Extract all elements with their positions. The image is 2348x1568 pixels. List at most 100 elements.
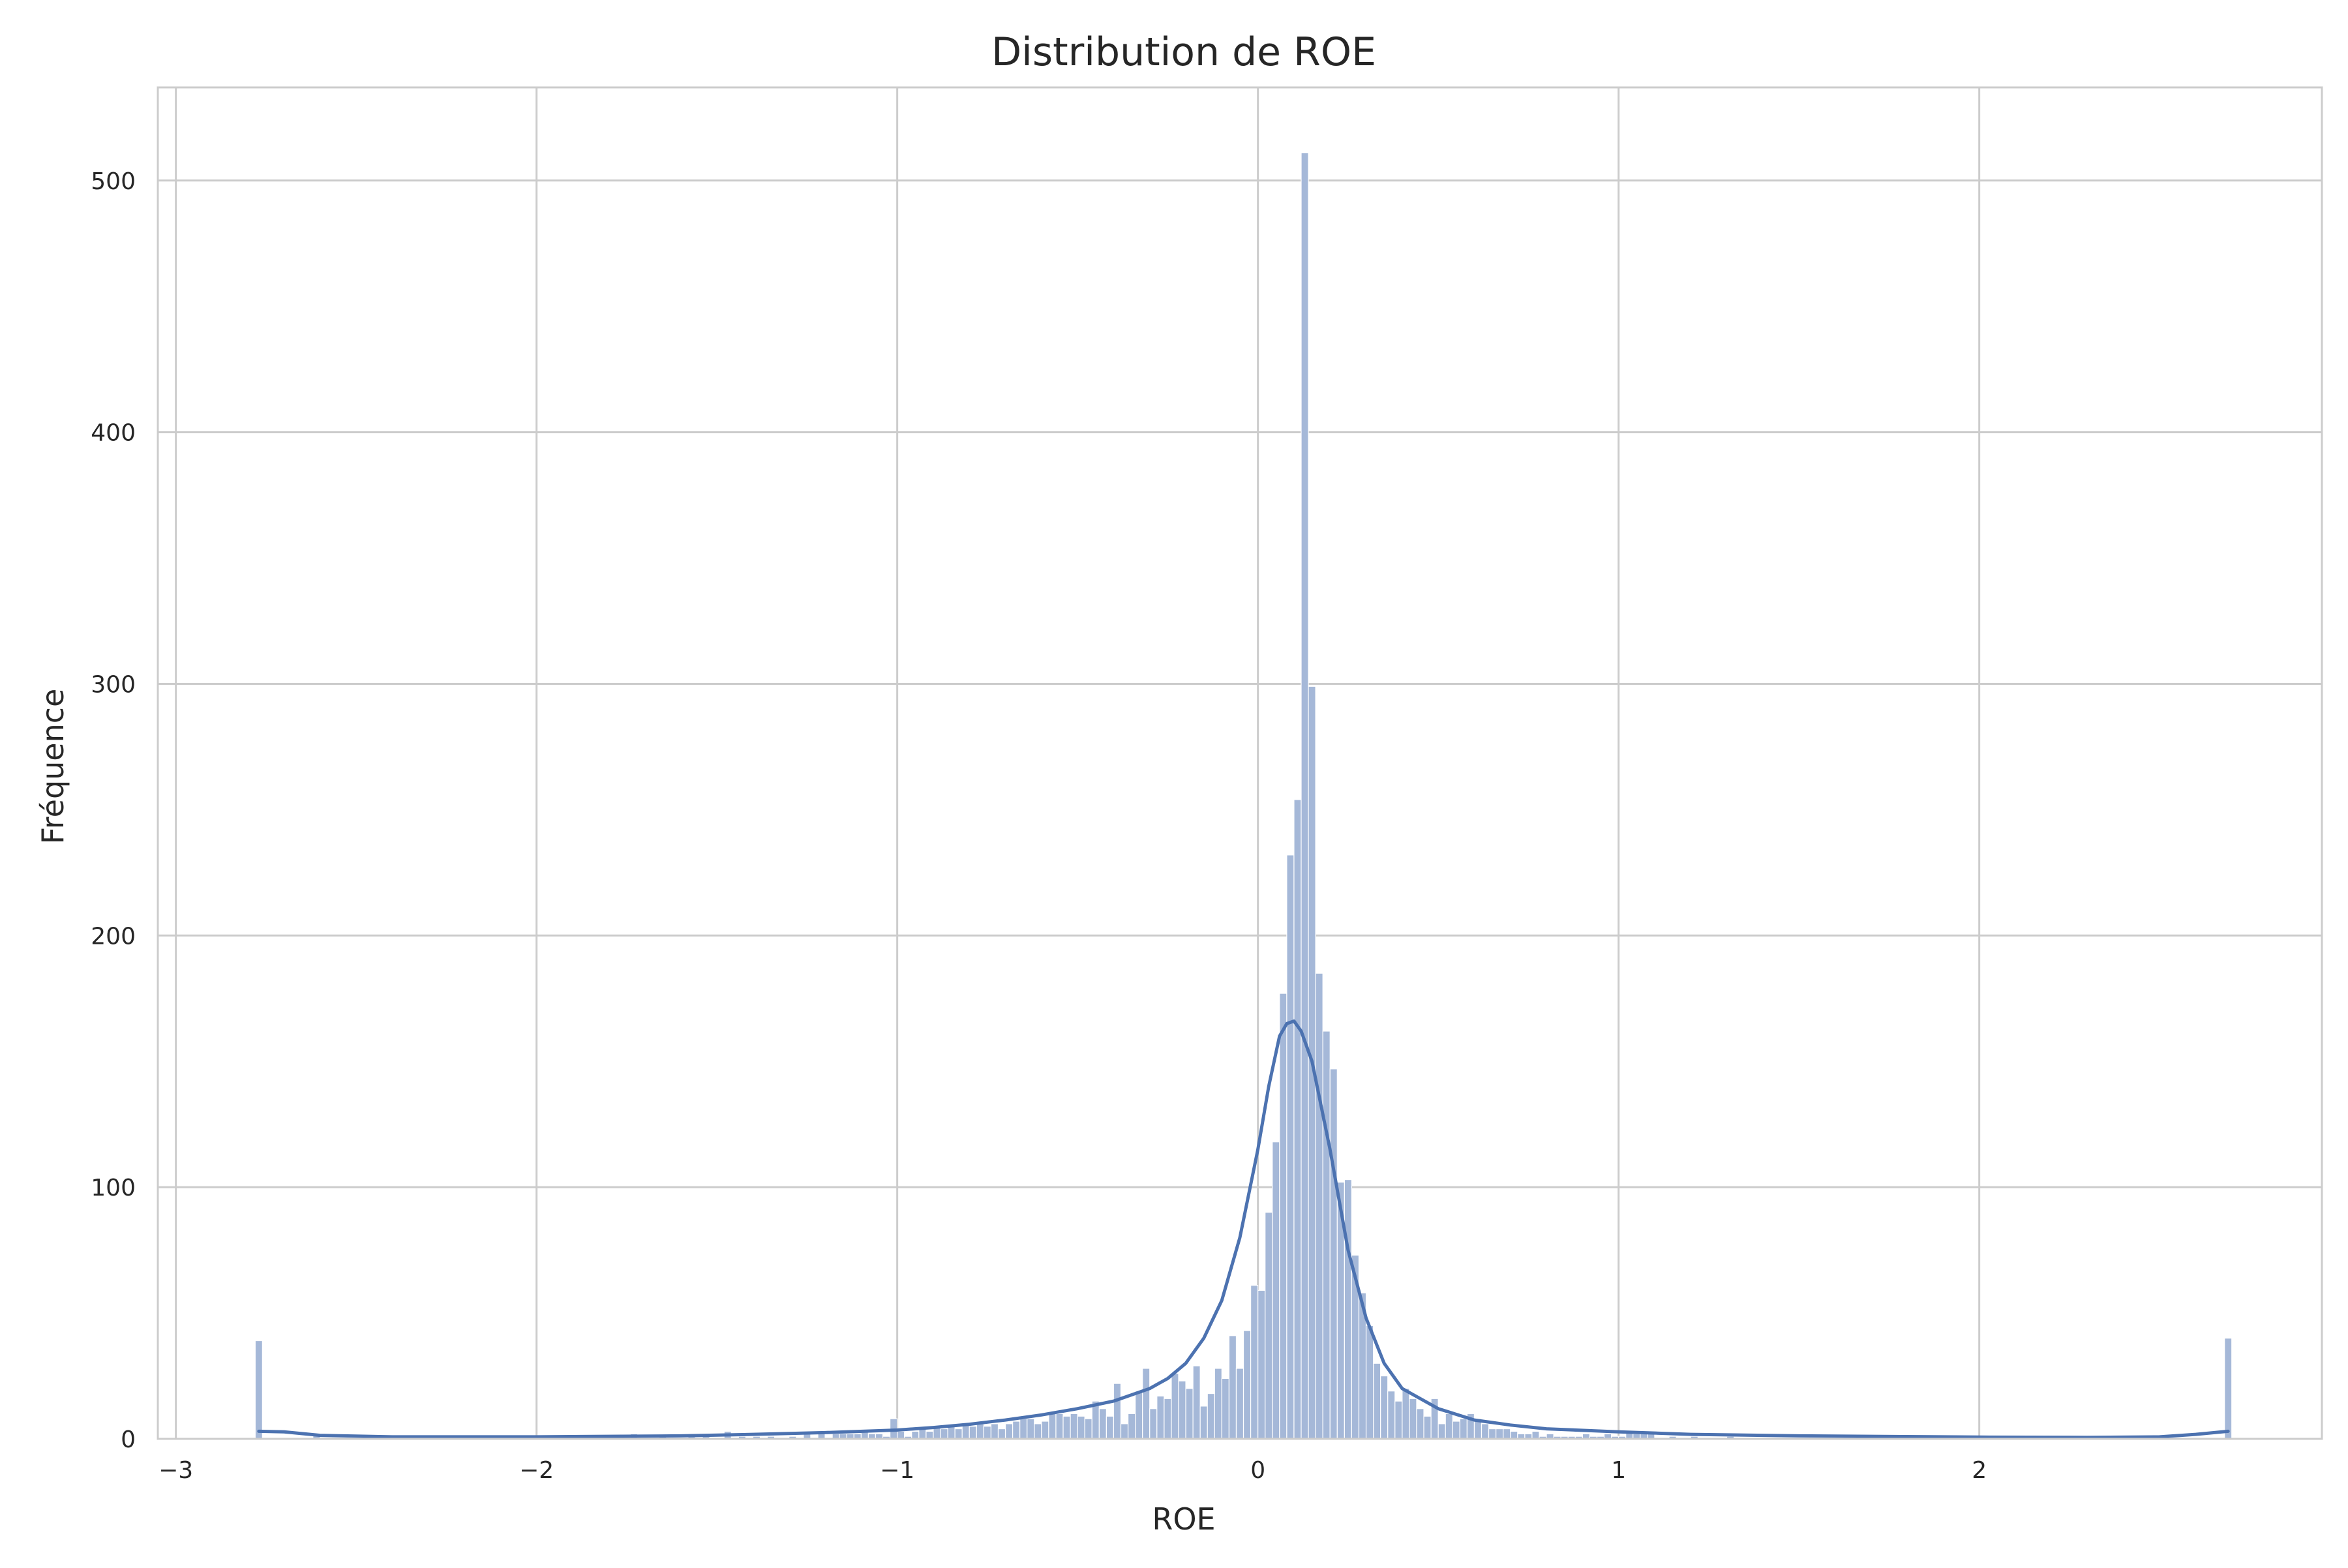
histogram-bar [1199,1406,1208,1440]
x-tick-label: −1 [880,1457,914,1484]
histogram-bar [1531,1430,1540,1440]
histogram-bar [1409,1398,1417,1440]
x-tick-label: −2 [519,1457,554,1484]
histogram-bar [997,1428,1006,1440]
histogram-bar [1365,1325,1374,1440]
histogram-bar [1019,1418,1028,1440]
histogram-bar [1221,1378,1230,1440]
histogram-bar [940,1428,948,1440]
histogram-bar [918,1428,927,1440]
histogram-bar [1084,1418,1092,1440]
histogram-bar [1373,1363,1381,1440]
histogram-bar [1437,1423,1446,1440]
histogram-bar [1322,1031,1331,1440]
tick-labels: −3 −2 −1 0 1 2 0 100 200 300 400 500 [91,168,1987,1484]
histogram-bar [1380,1375,1389,1440]
histogram-bar [1459,1418,1468,1440]
histogram-bar [1402,1388,1410,1440]
x-tick-label: −3 [158,1457,193,1484]
histogram-bar [1488,1428,1497,1440]
kde-layer [257,1019,2230,1440]
histogram-bar [1265,1212,1273,1440]
histogram-bar [990,1423,999,1440]
histogram-bar [1142,1368,1151,1440]
y-tick-label: 400 [91,420,136,447]
y-tick-label: 500 [91,168,136,195]
histogram-bar [1149,1408,1158,1440]
histogram-bar [1481,1423,1490,1440]
histogram-bar [969,1426,977,1440]
histogram-bar [976,1423,984,1440]
x-tick-label: 2 [1972,1457,1987,1484]
histogram-bar [1394,1400,1403,1440]
histogram-bar [926,1430,934,1440]
y-tick-label: 300 [91,671,136,698]
histogram-bar [1077,1415,1085,1440]
histogram-bar [1445,1413,1453,1440]
histogram-bar [1286,854,1295,1440]
histogram-bar [954,1428,963,1440]
histogram-bar [1027,1418,1035,1440]
histogram-bar [1315,972,1323,1440]
histogram-bar [1207,1393,1215,1440]
histogram-bar [1135,1391,1143,1440]
histogram-bar [1293,799,1302,1440]
histogram-bar [1120,1423,1129,1440]
histogram-bar [1178,1380,1186,1440]
histogram-bar [1250,1285,1259,1440]
histogram-bar [1496,1428,1504,1440]
histogram-bar [1164,1398,1172,1440]
axes-frame [157,86,2323,1440]
histogram-bar [1416,1408,1424,1440]
histogram-bar [1156,1395,1165,1440]
x-axis-label: ROE [1152,1501,1215,1537]
histogram-bar [1113,1383,1122,1440]
histogram-bar [1503,1428,1511,1440]
histogram-bar [1192,1365,1201,1440]
histogram-bar [1034,1423,1042,1440]
histogram-bar [1344,1179,1353,1440]
y-tick-label: 200 [91,923,136,950]
histogram-bar [1106,1415,1115,1440]
histogram-bar [1301,152,1309,1440]
histogram-bar [1185,1388,1194,1440]
histogram-bar [983,1426,992,1440]
histogram-bar [1228,1335,1237,1440]
y-axis-label: Fréquence [35,689,70,845]
histogram-bar [1012,1421,1021,1440]
histogram-bar [2224,1338,2233,1440]
histogram-bar [1171,1373,1179,1440]
y-tick-label: 0 [121,1426,136,1453]
histogram-bar [1004,1423,1014,1440]
x-tick-label: 0 [1250,1457,1265,1484]
histogram-bar [947,1426,956,1440]
histogram-bar [1387,1391,1396,1440]
x-tick-label: 1 [1611,1457,1626,1484]
y-tick-label: 100 [91,1175,136,1201]
histogram-bar [1242,1330,1252,1440]
histogram-bar [1127,1413,1136,1440]
histogram-bar [1510,1430,1518,1440]
histogram-bar [1041,1421,1049,1440]
histogram-bar [1048,1413,1057,1440]
histogram-bar [1329,1068,1338,1440]
kde-line [257,1019,2230,1440]
histogram-bar [1070,1413,1078,1440]
histogram-bar [254,1340,263,1440]
histogram-bar [1279,993,1287,1440]
chart-title: Distribution de ROE [991,29,1376,75]
histogram-bar [1055,1413,1064,1440]
histogram-bar [897,1430,905,1440]
histogram-bar [1257,1289,1266,1440]
histogram-bar [1235,1368,1244,1440]
histogram-bar [1272,1141,1280,1440]
histogram-bar [1452,1421,1460,1440]
histogram-bar [1214,1368,1222,1440]
histogram-bar [911,1430,920,1440]
histogram-bar [1098,1408,1107,1440]
histogram-bar [1062,1415,1071,1440]
histogram-bar [1423,1415,1432,1440]
